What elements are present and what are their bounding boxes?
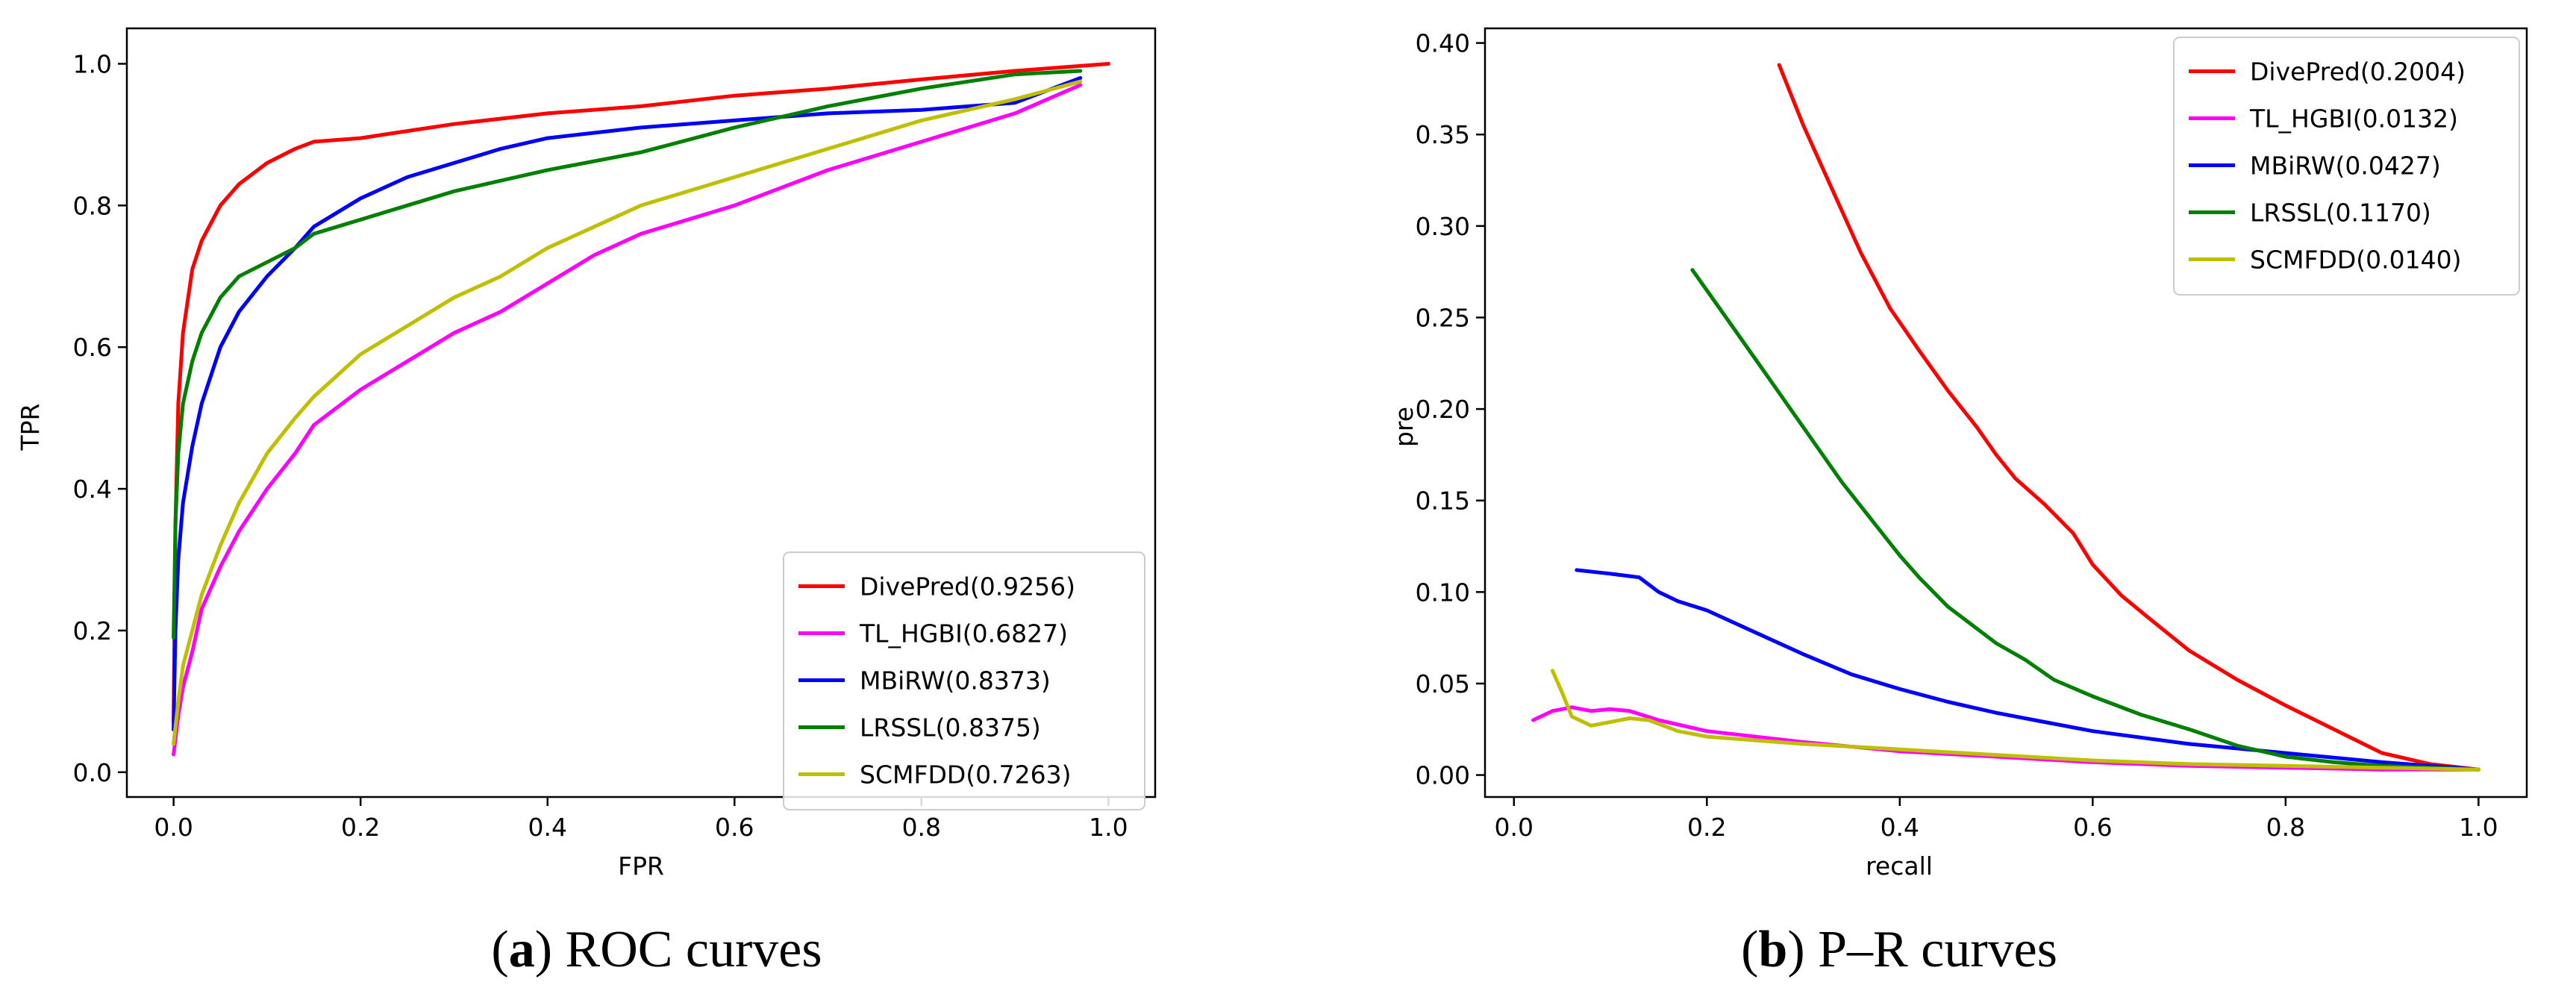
pr-y-tick-label-0: 0.00	[1416, 761, 1470, 790]
pr-caption-text: P–R curves	[1805, 921, 2057, 978]
roc-series-line-3	[172, 69, 1083, 640]
pr-x-tick-label-1: 0.2	[1687, 813, 1726, 842]
roc-caption-close: )	[535, 921, 552, 978]
pr-legend	[2173, 37, 2520, 296]
pr-caption: (b) P–R curves	[1741, 921, 2057, 978]
pr-x-axis-label: recall	[1866, 851, 1933, 881]
pr-legend-label-2: MBiRW(0.0427)	[2250, 151, 2441, 181]
pr-y-tick-label-5: 0.25	[1416, 303, 1470, 332]
pr-x-tick-label-2: 0.4	[1881, 813, 1919, 842]
pr-y-axis-label: pre	[1389, 407, 1419, 447]
roc-chart-panel: 0.0 0.2 0.4 0.6 0.8 1.0 0.0 0.2 0.4 0.6 0.8 1.0 Dive…	[16, 27, 1157, 978]
pr-y-tick-label-7: 0.35	[1416, 120, 1470, 149]
pr-legend-label-4: SCMFDD(0.0140)	[2250, 246, 2461, 275]
roc-plot-area: 0.0 0.2 0.4 0.6 0.8 1.0 0.0 0.2 0.4 0.6 0.8 1.0 Dive…	[73, 27, 1157, 842]
roc-y-tick-label-1: 0.2	[73, 616, 112, 646]
pr-legend-label-1: TL_HGBI(0.0132)	[2249, 104, 2458, 134]
pr-series-line-1	[1531, 705, 2480, 772]
pr-y-tick-label-4: 0.20	[1416, 395, 1470, 424]
roc-series-line-4	[172, 79, 1083, 746]
pr-series-line-2	[1575, 568, 2480, 772]
roc-x-tick-label-1: 0.2	[341, 813, 380, 842]
roc-y-tick-label-5: 1.0	[73, 49, 112, 78]
roc-x-tick-label-4: 0.8	[902, 813, 941, 842]
roc-caption-open: (	[491, 921, 508, 978]
pr-chart-panel: 0.0 0.2 0.4 0.6 0.8 1.0 0.00 0.05 0.10 0.15 0.20 0.…	[1389, 27, 2528, 978]
pr-caption-close: )	[1787, 921, 1804, 978]
roc-series-line-1	[172, 83, 1083, 757]
roc-legend-label-2: MBiRW(0.8373)	[860, 666, 1051, 696]
roc-x-tick-label-3: 0.6	[715, 813, 754, 842]
roc-legend-label-1: TL_HGBI(0.6827)	[859, 619, 1068, 648]
pr-legend-label-0: DivePred(0.2004)	[2250, 57, 2466, 87]
roc-axes-frame	[125, 27, 1157, 798]
pr-series-line-3	[1690, 268, 2480, 772]
roc-y-tick-label-4: 0.8	[73, 191, 112, 220]
roc-caption: (a) ROC curves	[491, 921, 822, 978]
roc-y-tick-label-3: 0.6	[73, 333, 112, 362]
pr-legend-label-3: LRSSL(0.1170)	[2250, 199, 2431, 228]
roc-x-tick-label-0: 0.0	[154, 813, 193, 842]
pr-y-tick-label-1: 0.05	[1416, 669, 1470, 698]
roc-caption-letter: a	[509, 921, 535, 978]
roc-legend	[783, 551, 1145, 810]
pr-series-line-4	[1551, 669, 2480, 772]
pr-axes-frame	[1484, 27, 2528, 798]
pr-caption-letter: b	[1758, 921, 1787, 978]
pr-caption-open: (	[1741, 921, 1758, 978]
pr-y-tick-label-3: 0.15	[1416, 487, 1470, 516]
pr-x-tick-label-0: 0.0	[1495, 813, 1534, 842]
roc-y-tick-label-0: 0.0	[73, 758, 112, 787]
roc-x-tick-label-5: 1.0	[1089, 813, 1128, 842]
roc-x-axis-label: FPR	[618, 851, 664, 881]
pr-x-tick-label-4: 0.8	[2266, 813, 2305, 842]
roc-series-line-0	[172, 62, 1110, 725]
pr-x-tick-label-5: 1.0	[2459, 813, 2498, 842]
roc-caption-text: ROC curves	[552, 921, 822, 978]
pr-plot-area: 0.0 0.2 0.4 0.6 0.8 1.0 0.00 0.05 0.10 0.15 0.20 0.…	[1416, 27, 2528, 842]
pr-y-tick-label-6: 0.30	[1416, 212, 1470, 241]
roc-legend-label-0: DivePred(0.9256)	[860, 572, 1075, 601]
pr-y-tick-label-2: 0.10	[1416, 578, 1470, 607]
roc-legend-label-4: SCMFDD(0.7263)	[860, 760, 1071, 790]
roc-legend-label-3: LRSSL(0.8375)	[860, 713, 1041, 743]
roc-x-tick-label-2: 0.4	[528, 813, 566, 842]
roc-y-axis-label: TPR	[16, 404, 45, 451]
pr-series-line-0	[1777, 63, 2480, 772]
pr-x-tick-label-3: 0.6	[2073, 813, 2112, 842]
pr-y-tick-label-8: 0.40	[1416, 29, 1470, 58]
roc-y-tick-label-2: 0.4	[73, 475, 112, 504]
